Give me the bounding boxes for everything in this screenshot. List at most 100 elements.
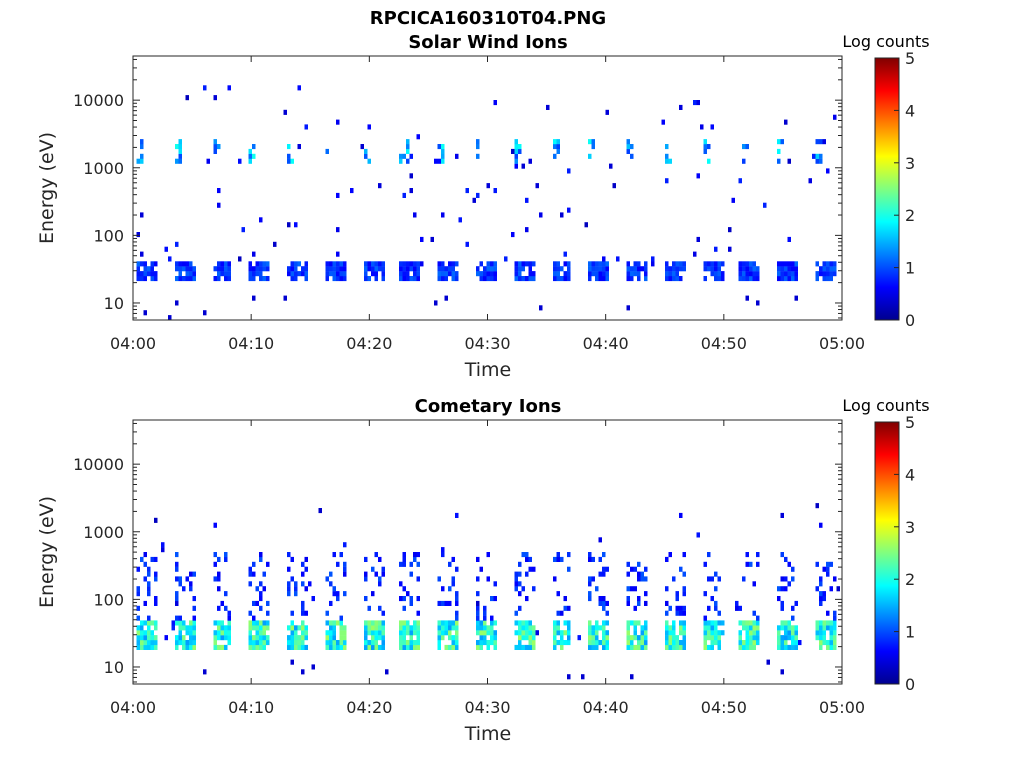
heatmap-cell [598,556,602,562]
heatmap-cell [591,271,595,277]
heatmap-cell [416,610,420,616]
heatmap-cell [703,635,707,641]
heatmap-cell [602,552,606,558]
heatmap-cell [819,635,823,641]
heatmap-cell [192,640,196,646]
heatmap-cell [637,561,641,567]
heatmap-cell [630,153,634,159]
heatmap-cell [703,561,707,567]
heatmap-cell [476,605,480,611]
heatmap-cell [703,620,707,626]
heatmap-cell [829,276,833,282]
heatmap-cell [213,95,217,101]
heatmap-cell [717,620,721,626]
heatmap-cell [182,586,186,592]
heatmap-cell [556,266,560,272]
heatmap-cell [833,271,837,277]
heatmap-cell [819,630,823,636]
heatmap-cell [448,600,452,606]
heatmap-cell [136,630,140,636]
heatmap-cell [304,630,308,636]
heatmap-cell [833,620,837,626]
heatmap-cell [266,635,270,641]
heatmap-cell [714,605,718,611]
heatmap-cell [822,625,826,631]
heatmap-cell [787,620,791,626]
heatmap-cell [213,144,217,150]
heatmap-cell [679,620,683,626]
heatmap-cell [780,512,784,518]
heatmap-cell [521,552,525,558]
heatmap-cell [143,576,147,582]
heatmap-cell [252,251,256,257]
heatmap-cell [294,581,298,587]
heatmap-cell [525,635,529,641]
heatmap-cell [672,625,676,631]
heatmap-cell [406,271,410,277]
heatmap-cell [329,630,333,636]
heatmap-cell [815,625,819,631]
heatmap-cell [567,168,571,174]
heatmap-cell [381,644,385,650]
heatmap-cell [749,630,753,636]
heatmap-cell [224,605,228,611]
heatmap-cell [262,644,266,650]
heatmap-cell [707,144,711,150]
heatmap-cell [217,271,221,277]
heatmap-cell [784,119,788,125]
heatmap-cell [532,635,536,641]
heatmap-cell [287,581,291,587]
heatmap-cell [147,625,151,631]
heatmap-cell [525,644,529,650]
heatmap-cell [441,547,445,553]
heatmap-cell [679,640,683,646]
y-tick-label: 1000 [83,159,124,178]
heatmap-cell [402,266,406,272]
heatmap-cell [588,596,592,602]
heatmap-cell [140,139,144,145]
heatmap-cell [707,552,711,558]
heatmap-cell [588,276,592,282]
heatmap-cell [644,576,648,582]
heatmap-cell [413,552,417,558]
heatmap-cell [259,261,263,267]
heatmap-cell [364,271,368,277]
heatmap-cell [252,561,256,567]
heatmap-cell [556,620,560,626]
heatmap-cell [826,640,830,646]
heatmap-cell [287,271,291,277]
heatmap-cell [308,581,312,587]
heatmap-cell [178,576,182,582]
heatmap-cell [640,635,644,641]
heatmap-cell [287,158,291,164]
heatmap-cell [455,620,459,626]
heatmap-cell [311,596,315,602]
heatmap-cell [525,620,529,626]
heatmap-cell [297,271,301,277]
heatmap-cell [325,266,329,272]
heatmap-cell [679,605,683,611]
heatmap-cell [451,640,455,646]
heatmap-cell [703,640,707,646]
heatmap-cell [248,635,252,641]
heatmap-cell [780,139,784,145]
heatmap-cell [185,276,189,282]
heatmap-cell [598,266,602,272]
heatmap-cell [833,635,837,641]
x-tick-label: 04:50 [701,334,747,353]
heatmap-cell [378,620,382,626]
heatmap-cell [409,153,413,159]
heatmap-cell [626,271,630,277]
heatmap-cell [819,600,823,606]
heatmap-cell [171,620,175,626]
heatmap-cell [441,630,445,636]
heatmap-cell [287,566,291,572]
heatmap-cell [602,644,606,650]
heatmap-cell [815,630,819,636]
heatmap-cell [182,625,186,631]
heatmap-cell [185,630,189,636]
heatmap-cell [525,227,529,233]
heatmap-cell [343,566,347,572]
heatmap-cell [514,148,518,154]
heatmap-cell [605,271,609,277]
